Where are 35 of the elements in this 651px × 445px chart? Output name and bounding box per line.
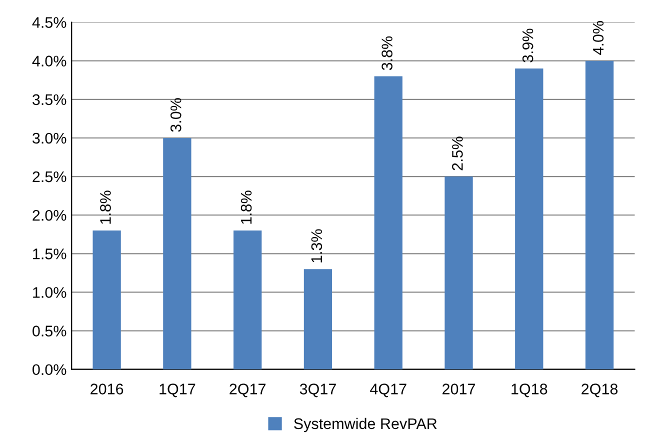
x-tick-label: 2017 bbox=[442, 384, 475, 394]
bar bbox=[515, 68, 544, 370]
data-label: 3.0% bbox=[170, 98, 182, 132]
x-tick-label: 2Q17 bbox=[230, 384, 266, 398]
y-tick-label: 1.5% bbox=[33, 248, 66, 260]
x-tick-label: 1Q18 bbox=[512, 384, 548, 398]
bar bbox=[92, 230, 121, 370]
y-tick-label: 2.0% bbox=[32, 210, 66, 221]
data-label: 1.8% bbox=[100, 190, 111, 224]
y-tick-label: 0.0% bbox=[32, 364, 66, 376]
bar bbox=[163, 138, 192, 370]
bar bbox=[234, 230, 262, 370]
y-tick-label: 4.0% bbox=[32, 56, 66, 67]
x-tick-label: 4Q17 bbox=[370, 384, 406, 398]
data-label: 4.0% bbox=[592, 20, 604, 55]
y-tick-label: 3.5% bbox=[32, 94, 66, 106]
y-tick-label: 2.5% bbox=[32, 171, 66, 182]
y-tick-label: 3.0% bbox=[32, 132, 66, 144]
x-tick-label: 3Q17 bbox=[300, 384, 336, 398]
bar bbox=[585, 60, 614, 370]
y-tick-label: 0.5% bbox=[32, 326, 66, 336]
y-tick-label: 1.0% bbox=[33, 287, 66, 298]
bar bbox=[304, 269, 332, 370]
data-label: 1.3% bbox=[311, 229, 322, 262]
x-tick-label: 2Q18 bbox=[582, 384, 618, 398]
data-label: 2.5% bbox=[452, 136, 463, 170]
legend-label: Systemwide RevPAR bbox=[294, 418, 437, 432]
data-label: 1.8% bbox=[240, 190, 252, 224]
bar bbox=[444, 176, 473, 370]
data-label: 3.8% bbox=[382, 36, 392, 70]
x-tick-label: 2016 bbox=[90, 384, 124, 394]
data-label: 3.9% bbox=[522, 28, 534, 62]
bar bbox=[374, 76, 402, 370]
x-tick-label: 1Q17 bbox=[160, 384, 196, 398]
y-tick-label: 4.5% bbox=[32, 17, 66, 28]
